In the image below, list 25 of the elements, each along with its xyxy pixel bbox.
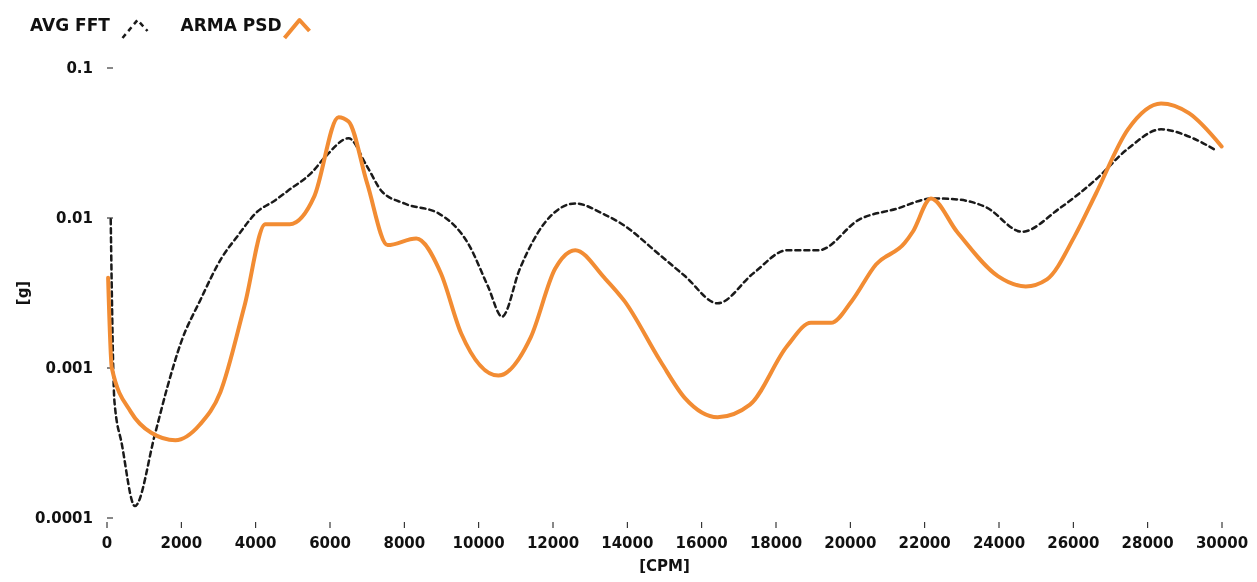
x-tick-label: 4000	[234, 534, 277, 552]
x-tick-label: 10000	[452, 534, 505, 552]
x-tick-label: 2000	[160, 534, 203, 552]
x-tick-label: 12000	[526, 534, 580, 552]
y-tick-label: 0.001	[45, 359, 93, 378]
x-tick-label: 28000	[1121, 534, 1174, 552]
y-axis-title: [g]	[14, 280, 32, 306]
x-tick-label: 6000	[309, 534, 351, 552]
x-tick-label: 24000	[972, 534, 1026, 552]
y-tick-label: 0.01	[55, 209, 93, 228]
y-tick-label: 0.1	[66, 59, 93, 78]
legend-label: ARMA PSD	[180, 15, 282, 35]
x-tick-label: 26000	[1047, 534, 1100, 552]
y-tick-label: 0.0001	[35, 509, 93, 528]
x-axis-title: [CPM]	[639, 557, 690, 575]
legend-label: AVG FFT	[30, 15, 111, 35]
x-tick-label: 14000	[601, 534, 654, 552]
x-tick-label: 18000	[749, 534, 803, 552]
x-tick-label: 0	[101, 534, 113, 552]
line-series	[106, 101, 1224, 443]
x-tick-label: 30000	[1195, 534, 1249, 552]
x-tick-label: 20000	[824, 534, 877, 552]
x-tick-label: 8000	[383, 534, 426, 552]
x-tick-label: 22000	[898, 534, 951, 552]
x-tick-label: 16000	[675, 534, 728, 552]
